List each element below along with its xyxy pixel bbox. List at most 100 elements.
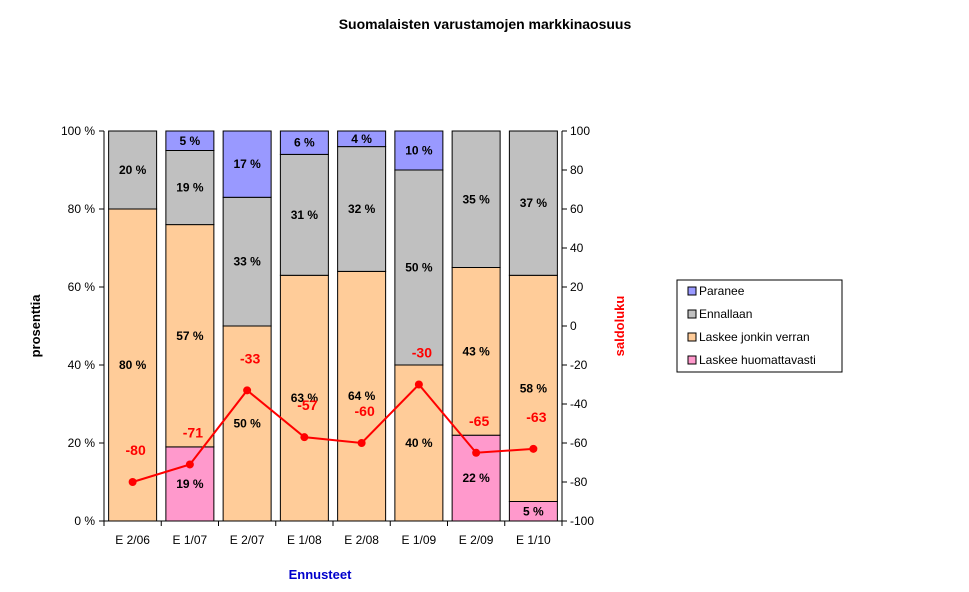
y-tick-label: 60 % <box>68 280 96 294</box>
bar-segment-label: 50 % <box>233 417 261 431</box>
bar-segment-label: 33 % <box>233 255 261 269</box>
bar-segment <box>337 130 387 148</box>
bar-segment <box>337 146 387 272</box>
y2-tick-label: -60 <box>570 436 588 450</box>
segment-labels-layer: 80 % 20 % 19 % 57 % 19 % 5 % 50 % 33 % 17 % 63 % 3… <box>119 132 547 518</box>
y-axis-title: prosenttia <box>28 294 43 358</box>
bar-segment-label: 10 % <box>405 144 433 158</box>
bar-segment <box>394 169 444 366</box>
axes-layer: 0 % 20 % 40 % 60 % 80 % 100 % -100 -80 -60 -40 -20… <box>61 124 594 547</box>
saldo-point <box>414 380 423 389</box>
saldo-point-label: -30 <box>412 345 432 361</box>
bar-segment-label: 22 % <box>462 471 490 485</box>
bar-segment-label: 50 % <box>405 261 433 275</box>
legend-swatch <box>687 332 697 342</box>
bar-segment <box>451 130 501 268</box>
bar-segment-label: 57 % <box>176 329 204 343</box>
saldo-point-label: -71 <box>183 424 203 440</box>
bar-segment-label: 63 % <box>291 391 319 405</box>
y2-tick-label: -100 <box>570 514 594 528</box>
bar-segment <box>108 130 158 210</box>
bar-segment <box>279 274 329 522</box>
x-tick-label: E 1/10 <box>516 533 551 547</box>
bar-segment <box>222 130 272 198</box>
y2-tick-label: 100 <box>570 124 590 138</box>
bar-segment <box>165 150 215 226</box>
x-tick-label: E 2/09 <box>459 533 494 547</box>
bar-segment <box>222 196 272 327</box>
bar-segment-label: 64 % <box>348 389 376 403</box>
saldo-point-label: -57 <box>297 397 317 413</box>
saldo-point <box>128 478 137 486</box>
bar-segment <box>508 274 558 502</box>
x-tick-label: E 2/08 <box>344 533 379 547</box>
x-tick-label: E 1/07 <box>173 533 208 547</box>
legend-swatch <box>687 286 697 296</box>
legend-swatch <box>687 355 697 365</box>
y-tick-label: 80 % <box>68 202 96 216</box>
bar-segment-label: 19 % <box>176 477 204 491</box>
bar-segment-label: 19 % <box>176 181 204 195</box>
bar-segment-label: 31 % <box>291 208 319 222</box>
bar-segment <box>165 130 215 151</box>
bar-segment-label: 35 % <box>462 192 490 206</box>
legend-items: Paranee Ennallaan Laskee jonkin verran Lask… <box>687 284 816 367</box>
y-tick-label: 20 % <box>68 436 96 450</box>
bar-segment <box>108 208 158 522</box>
y2-tick-label: -80 <box>570 475 588 489</box>
bar-segment-label: 32 % <box>348 202 376 216</box>
legend: Paranee Ennallaan Laskee jonkin verran Lask… <box>676 279 843 373</box>
y2-tick-label: -20 <box>570 358 588 372</box>
x-tick-label: E 1/09 <box>402 533 437 547</box>
saldo-point-label: -80 <box>126 442 146 458</box>
bar-segment-label: 17 % <box>233 157 261 171</box>
saldo-point <box>357 439 366 447</box>
saldo-point-label: -63 <box>526 409 546 425</box>
bar-segment <box>394 130 444 171</box>
y2-tick-label: 60 <box>570 202 584 216</box>
bar-segment-label: 40 % <box>405 436 433 450</box>
saldo-point <box>529 444 538 453</box>
bar-segment-label: 37 % <box>520 196 548 210</box>
saldo-point <box>243 386 252 395</box>
saldo-point <box>300 433 309 442</box>
y-tick-label: 40 % <box>68 358 96 372</box>
bar-segment-label: 5 % <box>523 504 544 518</box>
bars-layer <box>108 130 558 522</box>
y-tick-label: 100 % <box>61 124 95 138</box>
y2-axis-title: saldoluku <box>612 296 627 357</box>
y2-tick-label: -40 <box>570 397 588 411</box>
y2-tick-label: 80 <box>570 163 584 177</box>
line-series-layer: -80 -71 -33 -57 -60 -30 -65 -63 <box>126 345 547 486</box>
saldo-point-label: -65 <box>469 413 489 429</box>
x-tick-label: E 2/06 <box>115 533 150 547</box>
x-tick-label: E 1/08 <box>287 533 322 547</box>
bar-segment <box>279 130 329 155</box>
bar-segment-label: 58 % <box>520 381 548 395</box>
saldo-point-label: -33 <box>240 350 260 366</box>
saldo-point <box>472 448 481 457</box>
x-axis-title: Ennusteet <box>289 567 353 582</box>
x-tick-label: E 2/07 <box>230 533 265 547</box>
chart-title: Suomalaisten varustamojen markkinaosuus <box>339 16 632 32</box>
bar-segment <box>394 364 444 522</box>
saldo-point-label: -60 <box>355 403 375 419</box>
legend-label: Ennallaan <box>699 307 752 321</box>
y2-tick-label: 20 <box>570 280 584 294</box>
bar-segment-label: 4 % <box>351 132 372 146</box>
y2-tick-label: 40 <box>570 241 584 255</box>
saldo-line <box>132 383 534 483</box>
y-tick-label: 0 % <box>74 514 95 528</box>
bar-segment <box>508 130 558 276</box>
bar-segment-label: 43 % <box>462 344 490 358</box>
bar-segment-label: 20 % <box>119 163 147 177</box>
legend-box <box>676 279 843 373</box>
bar-segment <box>337 270 387 522</box>
bar-segment-label: 5 % <box>180 134 201 148</box>
bar-segment <box>165 224 215 448</box>
legend-label: Paranee <box>699 284 745 298</box>
bar-segment <box>451 267 501 436</box>
bar-segment-label: 6 % <box>294 136 315 150</box>
legend-label: Laskee huomattavasti <box>699 353 816 367</box>
